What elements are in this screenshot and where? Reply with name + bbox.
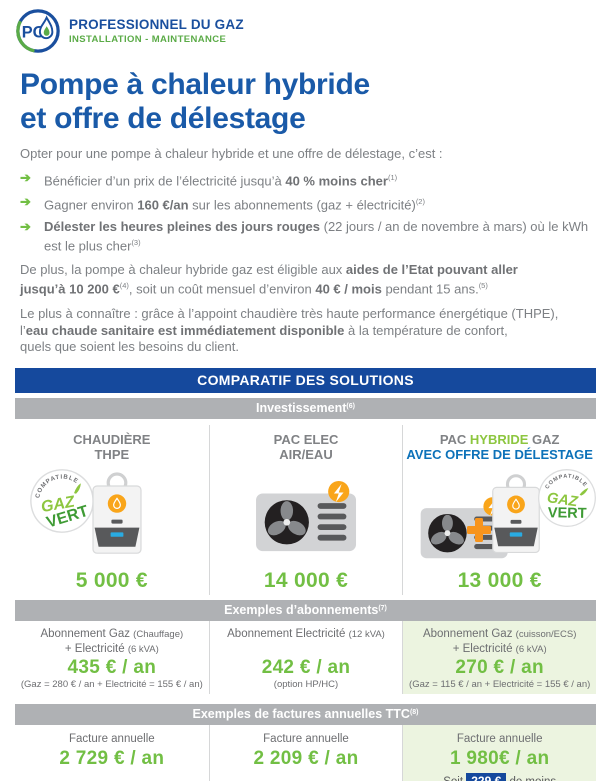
subscription-label: Abonnement Electricité (12 kVA) bbox=[227, 627, 385, 640]
subscription-label: Abonnement Gaz (Chauffage) + Electricité… bbox=[40, 627, 184, 655]
svg-text:GAZ: GAZ bbox=[40, 492, 78, 516]
abo-chaudiere: Abonnement Gaz (Chauffage) + Electricité… bbox=[15, 621, 209, 694]
column-chaudiere-thpe: CHAUDIÈRE THPE COMPATIBLE GAZ VERT bbox=[15, 425, 209, 595]
section-bar-factures: Exemples de factures annuelles TTC (8) bbox=[15, 703, 596, 725]
logo: PG PROFESSIONNEL DU GAZ INSTALLATION - M… bbox=[15, 8, 596, 54]
invoice-price: 2 209 € / an bbox=[253, 747, 359, 769]
arrow-icon: ➔ bbox=[20, 170, 31, 185]
column-header: PAC ELEC AIR/EAU bbox=[273, 431, 339, 462]
boiler-icon bbox=[92, 472, 142, 554]
logo-name: PROFESSIONNEL DU GAZ bbox=[69, 17, 244, 32]
benefits-list: ➔ Bénéficier d’un prix de l’électricité … bbox=[20, 170, 596, 254]
section-bar-abonnements: Exemples d’abonnements (7) bbox=[15, 599, 596, 621]
lightning-icon bbox=[333, 483, 344, 502]
subscription-price: 242 € / an bbox=[261, 656, 351, 678]
list-item: ➔ Bénéficier d’un prix de l’électricité … bbox=[20, 170, 596, 189]
paragraph-ecs: Le plus à connaître : grâce à l’appoint … bbox=[20, 306, 559, 355]
page-title: Pompe à chaleur hybride et offre de déle… bbox=[20, 68, 596, 136]
facture-chaudiere: Facture annuelle 2 729 € / an bbox=[15, 725, 209, 781]
column-pac-elec: PAC ELEC AIR/EAU bbox=[208, 424, 403, 595]
comparison-table: COMPARATIF DES SOLUTIONS Investissement(… bbox=[15, 367, 597, 781]
heat-pump-illustration bbox=[210, 464, 403, 566]
savings-badge: 229 € bbox=[466, 772, 507, 781]
subscription-price: 270 € / an bbox=[455, 656, 544, 678]
subscription-note: (Gaz = 115 € / an + Electricité = 155 € … bbox=[409, 678, 591, 690]
subscription-price: 435 € / an bbox=[67, 656, 157, 678]
gaz-vert-badge-icon: COMPATIBLE GAZ VERT bbox=[30, 468, 94, 533]
savings-note: Soit 229 € de moins par rapport à une PA… bbox=[403, 772, 596, 781]
investment-price: 14 000 € bbox=[263, 568, 349, 592]
column-header: CHAUDIÈRE THPE bbox=[73, 431, 151, 462]
investment-row: CHAUDIÈRE THPE COMPATIBLE GAZ VERT bbox=[15, 424, 597, 595]
investment-price: 13 000 € bbox=[457, 568, 542, 592]
column-pac-hybride: PAC HYBRIDE GAZ AVEC OFFRE DE DÉLESTAGE bbox=[402, 424, 597, 595]
subscription-note: (Gaz = 280 € / an + Electricité = 155 € … bbox=[20, 678, 203, 690]
logo-text: PROFESSIONNEL DU GAZ INSTALLATION - MAIN… bbox=[69, 17, 244, 45]
list-item-text: Bénéficier d’un prix de l’électricité ju… bbox=[44, 173, 398, 189]
title-line-2: et offre de délestage bbox=[20, 102, 306, 135]
subscription-label: Abonnement Gaz (cuisson/ECS) + Electrici… bbox=[422, 627, 577, 655]
invoice-price: 2 729 € / an bbox=[59, 747, 165, 769]
boiler-icon bbox=[492, 474, 541, 553]
invoice-label: Facture annuelle bbox=[456, 732, 543, 745]
boiler-illustration: COMPATIBLE GAZ VERT bbox=[15, 464, 209, 566]
section-bar-investissement: Investissement (6) bbox=[15, 397, 596, 419]
abo-pac-elec: Abonnement Electricité (12 kVA) 242 € / … bbox=[208, 620, 403, 694]
subscription-note: (option HP/HC) bbox=[273, 678, 339, 690]
plus-icon bbox=[467, 517, 492, 542]
column-header: PAC HYBRIDE GAZ AVEC OFFRE DE DÉLESTAGE bbox=[406, 431, 593, 462]
svg-text:VERT: VERT bbox=[548, 505, 587, 522]
investment-price: 5 000 € bbox=[75, 568, 148, 592]
facture-pac-hybride: Facture annuelle 1 980€ / an Soit 229 € … bbox=[402, 724, 596, 781]
intro-text: Opter pour une pompe à chaleur hybride e… bbox=[20, 146, 443, 161]
paragraph-aides: De plus, la pompe à chaleur hybride gaz … bbox=[20, 261, 518, 297]
gaz-vert-badge-icon: COMPATIBLE GAZ VERT bbox=[538, 468, 597, 527]
invoice-row: Facture annuelle 2 729 € / an Facture an… bbox=[15, 724, 596, 781]
arrow-icon: ➔ bbox=[20, 194, 31, 210]
hybrid-illustration: COMPATIBLE GAZ VERT bbox=[403, 464, 597, 566]
arrow-icon: ➔ bbox=[20, 218, 31, 234]
heat-pump-icon bbox=[255, 480, 356, 551]
subscription-row: Abonnement Gaz (Chauffage) + Electricité… bbox=[15, 620, 596, 694]
list-item: ➔ Délester les heures pleines des jours … bbox=[20, 219, 596, 254]
facture-pac-elec: Facture annuelle 2 209 € / an bbox=[208, 724, 403, 781]
svg-text:GAZ: GAZ bbox=[546, 490, 580, 510]
logo-tagline: INSTALLATION - MAINTENANCE bbox=[69, 34, 227, 45]
list-item-text: Gagner environ 160 €/an sur les abonneme… bbox=[44, 197, 425, 213]
abo-pac-hybride: Abonnement Gaz (cuisson/ECS) + Electrici… bbox=[402, 620, 596, 694]
invoice-label: Facture annuelle bbox=[263, 732, 349, 745]
title-line-1: Pompe à chaleur hybride bbox=[20, 68, 370, 101]
table-title-bar: COMPARATIF DES SOLUTIONS bbox=[15, 367, 596, 393]
invoice-label: Facture annuelle bbox=[68, 732, 155, 745]
invoice-price: 1 980€ / an bbox=[449, 747, 550, 769]
list-item-text: Délester les heures pleines des jours ro… bbox=[44, 218, 589, 253]
list-item: ➔ Gagner environ 160 €/an sur les abonne… bbox=[20, 194, 596, 213]
pg-logo-icon: PG bbox=[15, 8, 61, 54]
logo-initials: PG bbox=[22, 24, 46, 42]
